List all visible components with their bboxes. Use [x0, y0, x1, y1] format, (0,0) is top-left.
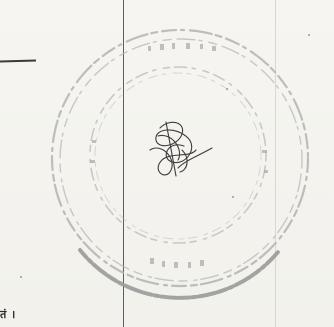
- paper-speck: [226, 88, 228, 90]
- seal-inner-ring: [89, 66, 267, 244]
- bottom-left-text-fragment: तं ।: [0, 308, 16, 321]
- paper-speck: [20, 276, 22, 278]
- handwritten-signature: [149, 121, 213, 177]
- paper-speck: [232, 196, 234, 198]
- seal-faded-lettering: [90, 43, 268, 268]
- paper-speck: [308, 34, 310, 36]
- faint-vertical-rule-line: [275, 0, 276, 327]
- seal-outer-ring: [50, 28, 310, 300]
- vertical-rule-line: [123, 0, 124, 327]
